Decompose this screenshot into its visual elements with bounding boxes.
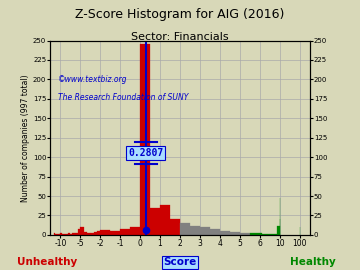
Bar (200, 227, 210, 235)
Bar (78, 229, 80, 235)
Bar (230, 232, 240, 235)
Bar (160, 205, 170, 235)
Bar (262, 234, 265, 235)
Text: The Research Foundation of SUNY: The Research Foundation of SUNY (58, 93, 189, 102)
Bar (275, 234, 277, 235)
Bar (64, 234, 66, 235)
Bar (94, 232, 97, 235)
Bar (87, 232, 90, 235)
Bar (62, 234, 64, 235)
Bar (76, 233, 78, 235)
Bar (210, 230, 220, 235)
Bar (180, 223, 190, 235)
Bar (120, 230, 130, 235)
Bar (267, 234, 270, 235)
Bar (59, 234, 60, 235)
Y-axis label: Number of companies (997 total): Number of companies (997 total) (21, 74, 30, 201)
Bar (68, 233, 70, 235)
Text: Z-Score Histogram for AIG (2016): Z-Score Histogram for AIG (2016) (75, 8, 285, 21)
Bar (72, 233, 74, 235)
Bar (54, 233, 55, 235)
Bar (110, 231, 120, 235)
Text: Score: Score (163, 257, 197, 267)
Bar (70, 234, 72, 235)
Text: Unhealthy: Unhealthy (17, 257, 77, 267)
Bar (240, 232, 250, 235)
Bar (130, 227, 140, 235)
Bar (272, 234, 275, 235)
Bar (66, 234, 68, 235)
Bar (60, 233, 62, 235)
Bar (190, 225, 200, 235)
Bar (170, 219, 180, 235)
Bar (270, 234, 272, 235)
Bar (220, 231, 230, 235)
Text: Healthy: Healthy (290, 257, 336, 267)
Bar (150, 208, 160, 235)
Bar (55, 234, 57, 235)
Bar (84, 232, 87, 235)
Text: ©www.textbiz.org: ©www.textbiz.org (58, 76, 128, 85)
Bar (80, 227, 84, 235)
Bar (97, 231, 100, 235)
Bar (57, 234, 59, 235)
Bar (277, 225, 280, 235)
Text: Sector: Financials: Sector: Financials (131, 32, 229, 42)
Bar (250, 232, 260, 235)
Bar (260, 233, 262, 235)
Bar (74, 233, 76, 235)
Bar (100, 230, 110, 235)
Bar (265, 234, 267, 235)
Bar (140, 44, 150, 235)
Text: 0.2807: 0.2807 (128, 148, 163, 158)
Bar (90, 232, 94, 235)
